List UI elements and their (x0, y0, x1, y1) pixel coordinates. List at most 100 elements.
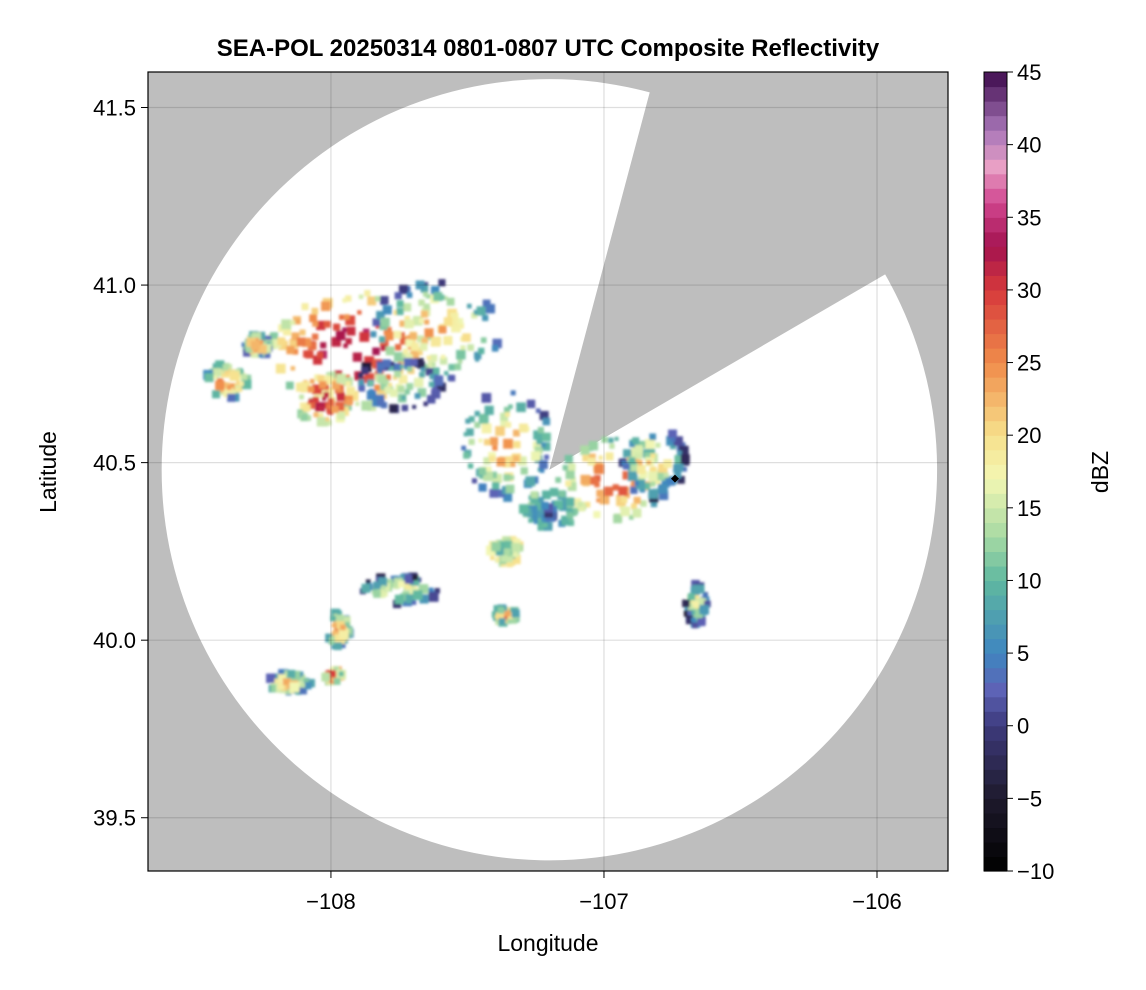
echo-pixel (212, 390, 221, 399)
echo-pixel (468, 416, 475, 423)
echo-pixel (404, 389, 410, 395)
colorbar-swatch (984, 435, 1007, 451)
echo-pixel (345, 295, 352, 302)
echo-pixel (270, 332, 279, 341)
echo-pixel (307, 341, 317, 351)
echo-pixel (419, 343, 428, 351)
echo-pixel (633, 496, 641, 504)
echo-pixel (542, 432, 551, 442)
echo-pixel (480, 337, 487, 344)
echo-pixel (584, 501, 591, 508)
x-tick-label: −108 (306, 889, 356, 914)
echo-pixel (343, 343, 348, 349)
echo-pixel (289, 682, 300, 693)
echo-pixel (656, 472, 665, 481)
echo-pixel (362, 328, 370, 336)
echo-pixel (238, 369, 244, 375)
echo-pixel (429, 373, 436, 380)
colorbar-swatch (984, 260, 1007, 276)
echo-pixel (541, 514, 550, 523)
plot-frame (147, 71, 949, 872)
echo-pixel (346, 326, 356, 336)
echo-pixel (379, 591, 386, 598)
echo-pixel (372, 318, 381, 327)
echo-pixel (419, 594, 429, 604)
echo-pixel (650, 481, 656, 487)
echo-pixel (448, 317, 458, 327)
echo-pixel (383, 379, 389, 385)
echo-pixel (490, 555, 495, 561)
echo-pixel (394, 344, 402, 351)
echo-pixel (318, 405, 323, 411)
echo-pixel (674, 455, 684, 465)
echo-pixel (319, 381, 327, 389)
echo-pixel (425, 294, 431, 299)
echo-pixel (501, 562, 506, 567)
echo-pixel (539, 468, 545, 473)
echo-pixel (482, 314, 489, 322)
echo-pixel (345, 399, 353, 406)
echo-pixel (460, 345, 466, 351)
echo-pixel (343, 402, 352, 411)
echo-pixel (478, 413, 489, 424)
echo-pixel (415, 280, 425, 290)
colorbar-swatch (984, 798, 1007, 814)
site-marker-diamond (670, 474, 679, 483)
echo-pixel (396, 300, 404, 308)
echo-pixel (372, 587, 378, 592)
echo-pixel (621, 460, 626, 465)
echo-pixel (324, 376, 333, 385)
echo-pixel (467, 463, 474, 469)
echo-pixel (303, 350, 311, 358)
echo-pixel (670, 437, 676, 443)
echo-pixel (676, 450, 682, 456)
echo-pixel (630, 463, 639, 472)
echo-pixel (580, 445, 590, 455)
echo-pixel (507, 536, 512, 541)
echo-pixel (430, 354, 438, 362)
echo-pixel (204, 373, 214, 383)
colorbar-swatch (984, 289, 1007, 306)
colorbar-swatch (984, 420, 1007, 436)
echo-pixel (692, 600, 700, 608)
echo-pixel (325, 419, 332, 426)
echo-pixel (565, 469, 575, 480)
echo-pixel (699, 604, 710, 615)
echo-pixel (423, 291, 428, 297)
echo-pixel (338, 628, 349, 639)
echo-pixel (504, 412, 510, 417)
echo-pixel (495, 426, 505, 436)
echo-pixel (317, 375, 325, 383)
echo-pixel (382, 359, 391, 368)
echo-pixel (655, 442, 661, 448)
echo-pixel (388, 366, 394, 371)
echo-pixel (361, 583, 371, 593)
echo-pixel (544, 454, 549, 460)
echo-pixel (482, 299, 491, 308)
echo-pixel (311, 307, 319, 315)
echo-pixel (682, 599, 690, 608)
echo-pixel (508, 536, 517, 544)
echo-pixel (340, 616, 351, 627)
echo-pixel (512, 455, 520, 462)
echo-pixel (492, 473, 503, 484)
echo-pixel (593, 511, 601, 519)
echo-pixel (367, 296, 377, 306)
echo-pixel (432, 386, 438, 392)
echo-pixel (304, 682, 312, 690)
echo-pixel (589, 476, 598, 485)
echo-pixel (241, 342, 247, 348)
echo-pixel (677, 475, 685, 484)
echo-pixel (509, 461, 516, 468)
colorbar-swatch (984, 536, 1007, 552)
colorbar-swatch (984, 406, 1007, 422)
echo-pixel (378, 587, 386, 595)
echo-pixel (377, 363, 385, 370)
echo-pixel (533, 519, 539, 525)
echo-pixel (463, 432, 468, 437)
echo-pixel (345, 315, 356, 326)
echo-pixel (468, 438, 475, 445)
echo-pixel (421, 337, 429, 345)
echo-pixel (417, 388, 427, 397)
echo-pixel (623, 449, 632, 458)
